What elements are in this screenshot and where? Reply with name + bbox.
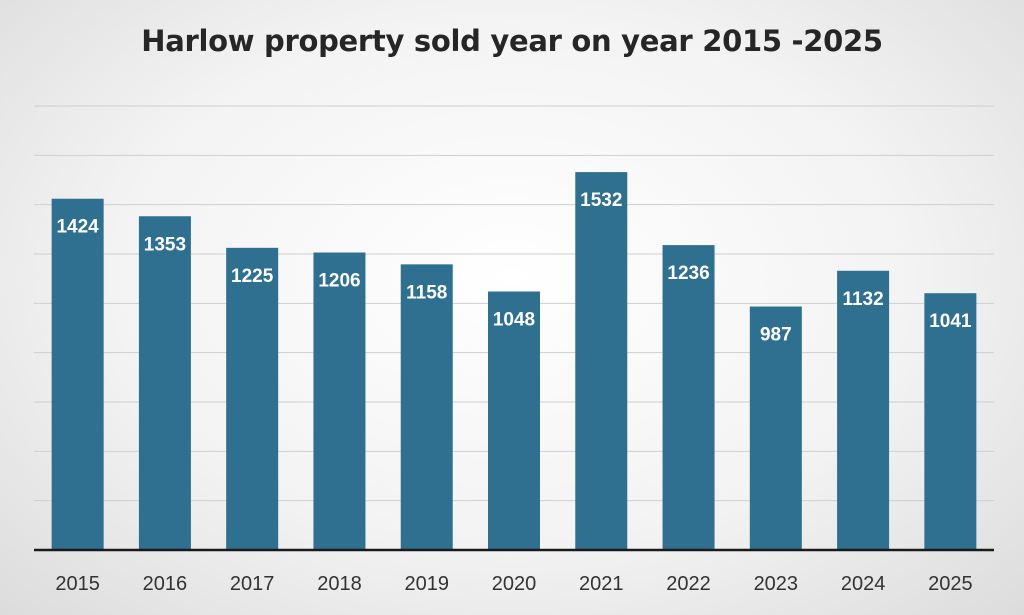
x-tick-label-2017: 2017 [230, 573, 275, 595]
x-tick-label-2020: 2020 [492, 573, 537, 595]
x-tick-label-2018: 2018 [317, 573, 362, 595]
data-label-2017: 1225 [231, 266, 274, 287]
bar-2023 [749, 306, 802, 550]
data-label-2023: 987 [760, 325, 792, 346]
data-labels: 1424 1353 1225 1206 1158 1048 1532 1236 987 1132 1… [56, 190, 971, 345]
chart-title: Harlow property sold year on year 2015 -… [141, 24, 883, 58]
data-label-2018: 1206 [318, 271, 360, 292]
data-label-2021: 1532 [580, 190, 622, 211]
data-label-2022: 1236 [667, 263, 709, 284]
x-tick-labels: 2015 2016 2017 2018 2019 2020 2021 2022 2023 2024… [55, 573, 972, 595]
bar-2019 [400, 264, 453, 550]
x-tick-label-2015: 2015 [55, 573, 100, 595]
data-label-2015: 1424 [56, 217, 99, 238]
x-tick-label-2016: 2016 [143, 573, 188, 595]
x-tick-label-2022: 2022 [666, 573, 711, 595]
x-tick-label-2019: 2019 [404, 573, 449, 595]
bar-2016 [138, 216, 191, 550]
x-tick-label-2024: 2024 [841, 573, 886, 595]
data-label-2024: 1132 [842, 289, 883, 310]
data-label-2020: 1048 [493, 309, 535, 330]
bar-2018 [313, 252, 366, 550]
bar-2015 [51, 198, 104, 550]
x-tick-label-2025: 2025 [928, 573, 973, 595]
x-tick-label-2021: 2021 [579, 573, 624, 595]
data-label-2019: 1158 [406, 282, 447, 303]
data-label-2016: 1353 [144, 234, 186, 255]
bar-2025 [924, 293, 977, 550]
bar-2022 [662, 245, 715, 550]
bars [51, 172, 977, 551]
x-tick-label-2023: 2023 [754, 573, 799, 595]
bar-2020 [488, 291, 540, 550]
bar-2017 [226, 247, 279, 551]
bar-2024 [837, 270, 890, 550]
bar-2021 [575, 172, 628, 550]
data-label-2025: 1041 [929, 311, 972, 332]
